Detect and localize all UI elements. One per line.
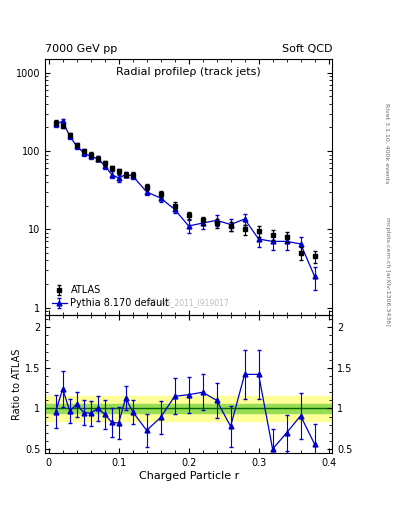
Legend: ATLAS, Pythia 8.170 default: ATLAS, Pythia 8.170 default: [50, 284, 171, 310]
Text: ATLAS_2011_I919017: ATLAS_2011_I919017: [148, 298, 230, 307]
Text: mcplots.cern.ch [arXiv:1306.3436]: mcplots.cern.ch [arXiv:1306.3436]: [385, 217, 389, 326]
Text: Radial profileρ (track jets): Radial profileρ (track jets): [116, 67, 261, 77]
Bar: [45, 396, 332, 421]
Text: 7000 GeV pp: 7000 GeV pp: [45, 44, 118, 54]
Bar: [45, 403, 332, 413]
Text: Soft QCD: Soft QCD: [282, 44, 332, 54]
Y-axis label: Ratio to ATLAS: Ratio to ATLAS: [12, 349, 22, 420]
X-axis label: Charged Particle r: Charged Particle r: [138, 471, 239, 481]
Text: Rivet 3.1.10, 400k events: Rivet 3.1.10, 400k events: [385, 103, 389, 184]
